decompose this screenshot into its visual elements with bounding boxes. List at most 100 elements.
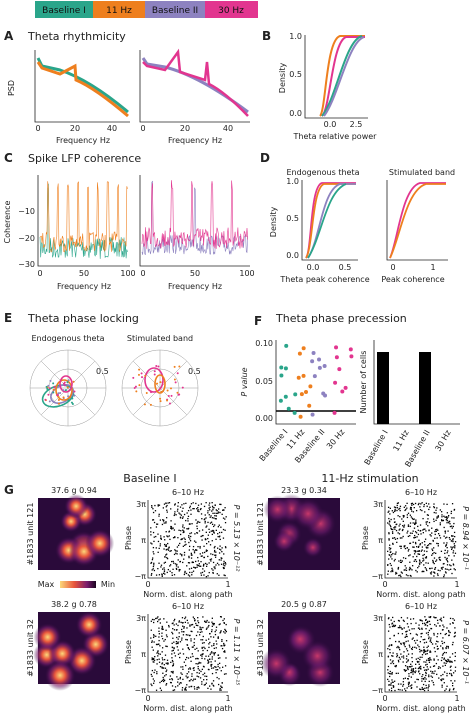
spike — [156, 659, 158, 661]
spike — [179, 641, 182, 643]
spike — [208, 562, 210, 564]
spike — [167, 548, 169, 550]
spike — [153, 671, 155, 674]
spike — [433, 684, 435, 686]
spike — [201, 529, 204, 531]
spike — [156, 663, 158, 665]
spike — [165, 522, 167, 524]
spike — [446, 559, 448, 562]
spike — [158, 619, 160, 621]
spike — [446, 520, 448, 522]
spike — [446, 660, 449, 663]
spike — [405, 631, 407, 633]
spike — [199, 628, 201, 630]
spike — [204, 522, 206, 524]
spike — [430, 535, 432, 537]
spike — [211, 533, 213, 536]
spike — [413, 628, 415, 630]
spike — [404, 669, 406, 671]
spike — [161, 632, 163, 634]
spike — [159, 537, 162, 539]
spike — [199, 626, 201, 628]
spike — [217, 526, 219, 528]
spike — [419, 509, 422, 511]
y-tick-label: 3π — [136, 500, 146, 509]
spike — [400, 559, 402, 561]
spike — [171, 527, 173, 529]
spike — [218, 552, 221, 554]
spike — [197, 668, 199, 670]
spike — [446, 547, 448, 549]
spike — [161, 662, 164, 664]
spike — [446, 627, 448, 629]
spike — [410, 685, 412, 687]
spike — [427, 514, 429, 516]
spike — [183, 537, 185, 539]
spike — [205, 565, 208, 567]
spike — [447, 561, 449, 563]
spike — [187, 528, 189, 530]
spike — [451, 527, 453, 529]
spike — [451, 660, 453, 663]
spike — [199, 631, 201, 633]
spike — [171, 528, 173, 530]
spike — [434, 670, 436, 672]
dot — [157, 365, 160, 368]
spike — [208, 624, 210, 627]
spike — [174, 686, 177, 688]
spike — [208, 541, 210, 543]
spike — [451, 559, 453, 561]
spike — [402, 557, 405, 559]
spike — [190, 535, 192, 538]
x-tick-label: 1 — [430, 263, 435, 272]
spike — [162, 676, 164, 679]
spike — [411, 671, 413, 673]
spike — [174, 523, 176, 525]
spike — [420, 503, 422, 505]
spike — [174, 511, 176, 513]
spike — [448, 569, 450, 571]
spike — [453, 687, 455, 690]
spike — [447, 516, 449, 518]
spike — [403, 524, 406, 526]
spike — [438, 534, 441, 537]
spike — [402, 514, 404, 517]
spike — [407, 535, 410, 538]
spike — [416, 686, 418, 688]
spike — [167, 502, 169, 504]
spike — [443, 671, 446, 673]
spike — [164, 675, 166, 677]
spike — [186, 565, 188, 567]
spike — [400, 616, 403, 619]
spike — [160, 689, 163, 691]
spike — [443, 515, 445, 517]
spike — [172, 628, 174, 630]
dot — [159, 397, 162, 400]
spike — [202, 649, 204, 652]
spike — [418, 624, 420, 626]
spike — [448, 537, 451, 539]
spike — [172, 661, 174, 663]
spike — [152, 508, 154, 510]
spike — [225, 516, 227, 518]
spike — [443, 503, 445, 505]
spike — [445, 545, 447, 547]
y-tick-label: 0.05 — [255, 377, 273, 386]
spike — [153, 682, 155, 684]
y-tick-label: −30 — [18, 260, 35, 269]
spike — [435, 662, 438, 665]
spike — [172, 527, 174, 529]
spike — [423, 661, 425, 663]
dot — [46, 387, 49, 390]
spike — [425, 556, 428, 558]
spike — [159, 653, 161, 655]
spike — [446, 675, 448, 677]
spike — [440, 567, 443, 569]
dot — [312, 374, 317, 379]
spike — [199, 553, 201, 555]
spike — [225, 657, 227, 659]
spike — [179, 682, 182, 684]
spike — [193, 644, 195, 647]
spike — [441, 514, 443, 516]
dot — [149, 403, 152, 406]
